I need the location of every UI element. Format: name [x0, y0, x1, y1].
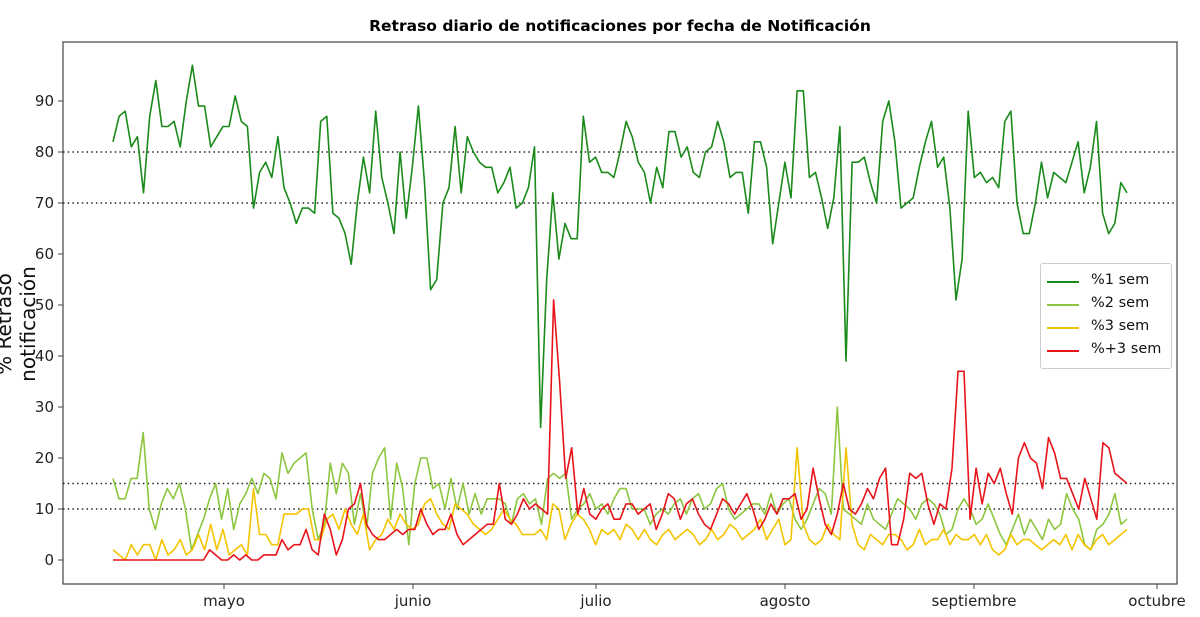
legend: %1 sem %2 sem %3 sem %+3 sem: [1040, 263, 1172, 369]
y-tick-label: 80: [35, 143, 54, 161]
legend-item-2sem: %2 sem: [1041, 293, 1171, 315]
y-tick-label: 40: [35, 347, 54, 365]
series-line-1: [112, 406, 1128, 551]
y-tick-label: 70: [35, 194, 54, 212]
legend-item-plus3sem: %+3 sem: [1041, 339, 1171, 361]
legend-swatch-2sem: [1047, 304, 1079, 306]
x-tick-label: septiembre: [931, 592, 1016, 610]
legend-item-3sem: %3 sem: [1041, 316, 1171, 338]
y-tick-label: 50: [35, 296, 54, 314]
x-tick-label: octubre: [1128, 592, 1185, 610]
legend-swatch-3sem: [1047, 327, 1079, 329]
legend-swatch-plus3sem: [1047, 350, 1079, 352]
x-tick-label: mayo: [203, 592, 245, 610]
chart-title: Retraso diario de notificaciones por fec…: [369, 17, 871, 35]
legend-label: %1 sem: [1091, 272, 1150, 288]
series-line-2: [112, 446, 1128, 561]
x-tick-label: junio: [394, 592, 432, 610]
y-tick-label: 30: [35, 398, 54, 416]
plot-frame: [62, 41, 1178, 585]
y-tick-label: 20: [35, 449, 54, 467]
x-tick-label: agosto: [760, 592, 811, 610]
y-tick-label: 0: [44, 551, 54, 569]
legend-item-1sem: %1 sem: [1041, 270, 1171, 292]
legend-label: %3 sem: [1091, 318, 1150, 334]
series-line-3: [113, 299, 1128, 561]
series-line-0: [112, 64, 1128, 429]
legend-label: %2 sem: [1091, 295, 1150, 311]
legend-label: %+3 sem: [1091, 341, 1162, 357]
y-tick-label: 10: [35, 500, 54, 518]
y-tick-label: 60: [35, 245, 54, 263]
y-tick-label: 90: [35, 92, 54, 110]
x-tick-label: julio: [579, 592, 611, 610]
legend-swatch-1sem: [1047, 281, 1079, 283]
